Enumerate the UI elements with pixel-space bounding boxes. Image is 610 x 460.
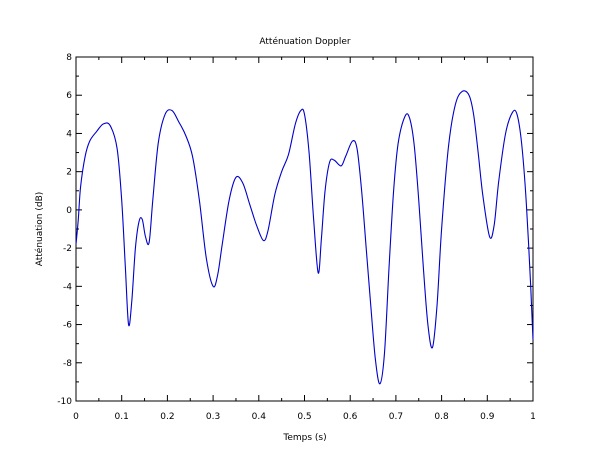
x-tick-label: 0.4: [252, 412, 267, 422]
x-tick-label: 0.5: [297, 412, 311, 422]
y-axis: -10 -8 -6 -4 -2 0 2 4 6 8: [57, 53, 533, 407]
y-tick-label: -4: [63, 282, 72, 292]
x-tick-label: 0: [73, 412, 79, 422]
x-tick-label: 0.8: [434, 412, 449, 422]
x-axis: 0 0.1 0.2 0.3 0.4 0.5 0.6 0.7 0.8 0.9 1: [73, 57, 536, 422]
x-tick-label: 0.6: [343, 412, 358, 422]
x-tick-label: 0.1: [115, 412, 129, 422]
y-tick-label: 4: [66, 129, 72, 139]
x-tick-label: 0.7: [389, 412, 403, 422]
y-tick-label: 8: [66, 53, 72, 63]
x-axis-title: Temps (s): [282, 433, 326, 443]
chart-title: Atténuation Doppler: [259, 36, 351, 47]
series-line: [75, 90, 534, 385]
x-tick-label: 0.2: [160, 412, 174, 422]
x-tick-label: 1: [530, 412, 536, 422]
x-tick-label: 0.9: [480, 412, 495, 422]
y-tick-label: -6: [63, 321, 72, 331]
y-tick-label: 0: [66, 206, 72, 216]
y-axis-title: Atténuation (dB): [34, 192, 45, 267]
y-tick-label: 2: [66, 168, 72, 178]
y-tick-label: -2: [63, 244, 72, 254]
series-layer: [75, 90, 534, 385]
y-tick-label: -8: [63, 359, 72, 369]
y-tick-label: 6: [66, 91, 72, 101]
y-tick-label: -10: [57, 397, 72, 407]
x-tick-label: 0.3: [206, 412, 220, 422]
